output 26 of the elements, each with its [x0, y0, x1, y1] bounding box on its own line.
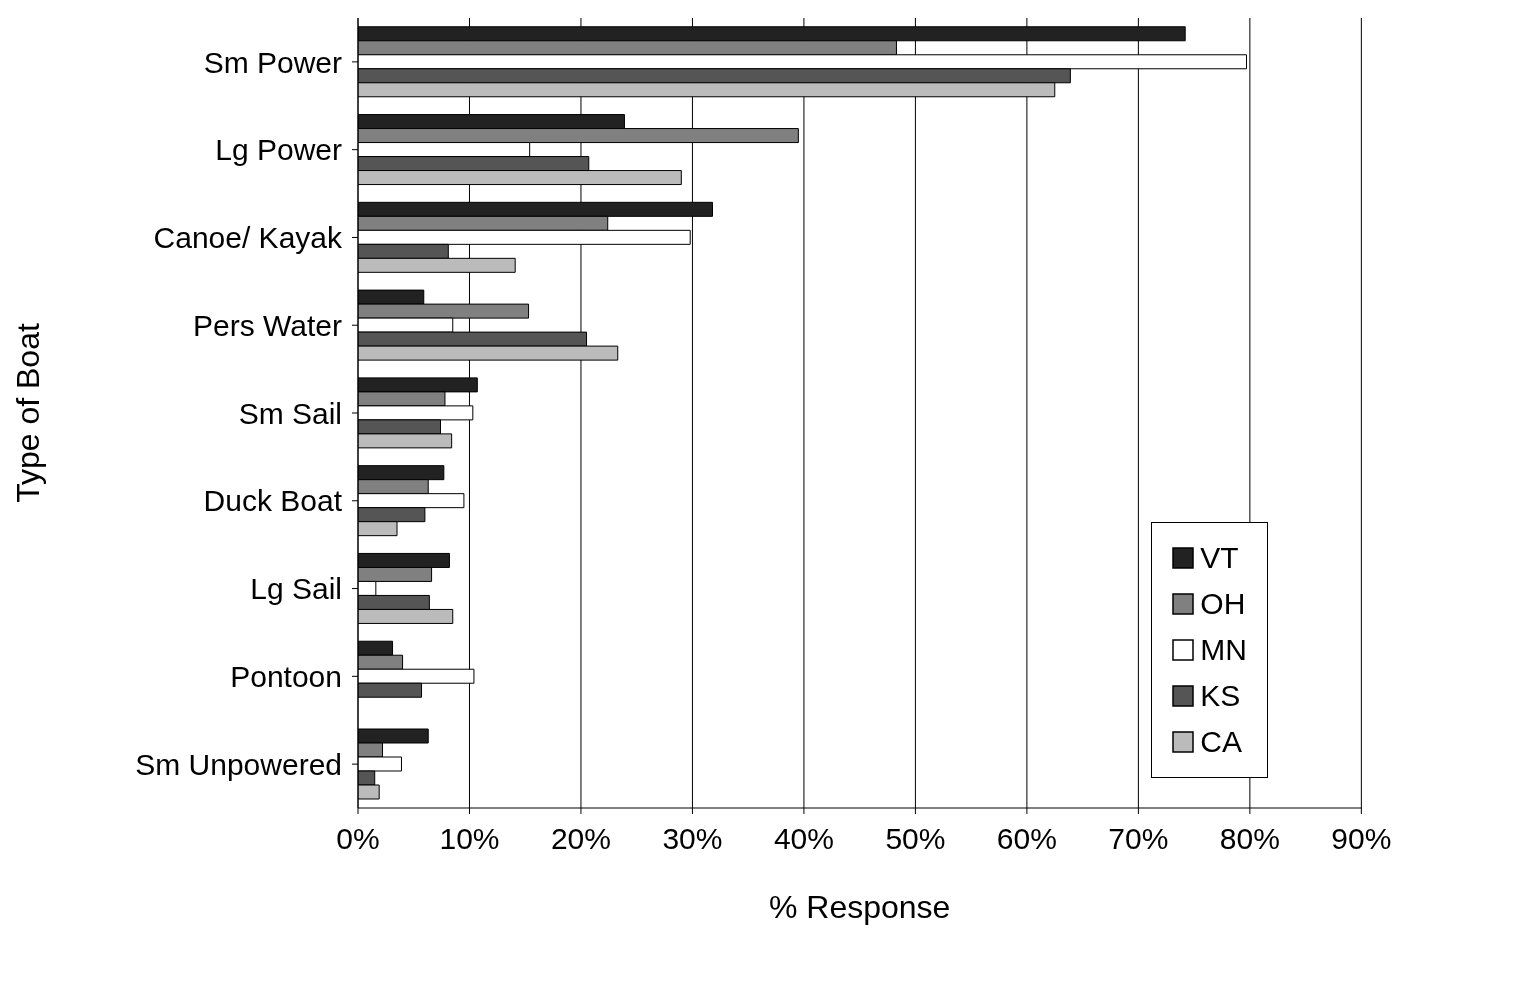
- legend-label: OH: [1200, 586, 1246, 622]
- y-tick-label: Lg Sail: [250, 572, 342, 606]
- x-tick-label: 60%: [996, 822, 1057, 856]
- x-tick-label: 70%: [1108, 822, 1169, 856]
- y-tick-label: Sm Power: [203, 45, 342, 79]
- x-tick-label: 50%: [885, 822, 946, 856]
- x-tick-label: 90%: [1331, 822, 1392, 856]
- legend-label: CA: [1200, 724, 1243, 760]
- x-tick-label: 80%: [1219, 822, 1280, 856]
- x-tick-label: 0%: [336, 822, 380, 856]
- x-tick-label: 40%: [773, 822, 834, 856]
- x-tick-label: 10%: [439, 822, 500, 856]
- y-tick-label: Sm Unpowered: [135, 747, 342, 781]
- y-tick-label: Duck Boat: [203, 484, 343, 518]
- y-tick-label: Lg Power: [215, 133, 342, 167]
- y-tick-label: Pontoon: [230, 659, 342, 693]
- x-axis-title: % Response: [768, 889, 951, 925]
- x-tick-label: 20%: [550, 822, 611, 856]
- y-tick-label: Pers Water: [193, 308, 342, 342]
- y-tick-label: Sm Sail: [238, 396, 342, 430]
- legend-label: VT: [1200, 540, 1239, 576]
- y-tick-label: Canoe/ Kayak: [153, 221, 343, 255]
- legend-label: MN: [1200, 632, 1247, 668]
- y-axis-title: Type of Boat: [10, 323, 47, 503]
- x-tick-label: 30%: [662, 822, 723, 856]
- legend-label: KS: [1200, 678, 1241, 714]
